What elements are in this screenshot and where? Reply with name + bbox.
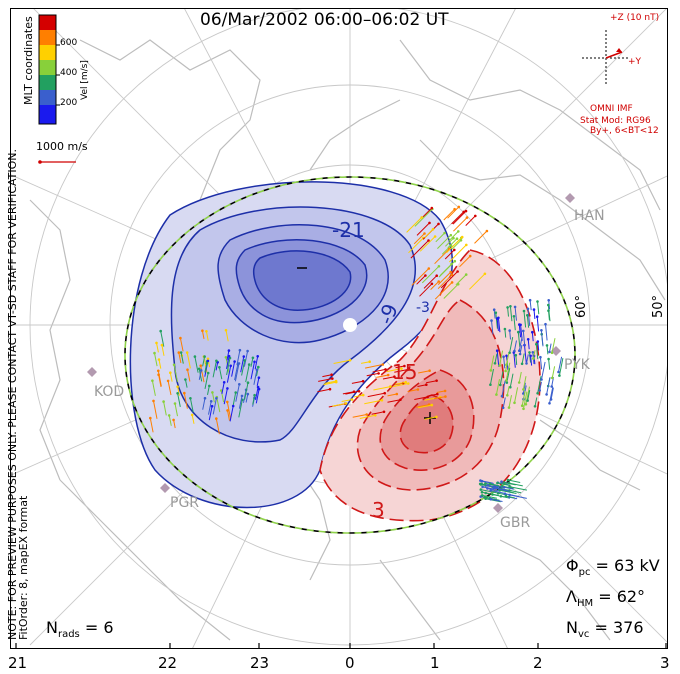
colorbar-tick-400: 400 bbox=[60, 68, 78, 78]
velocity-colorbar bbox=[38, 14, 60, 125]
vector-count: Nvc = 376 bbox=[566, 618, 644, 641]
colorbar-tick-600: 600 bbox=[60, 38, 78, 48]
contour-label-neg21: -21 bbox=[332, 218, 365, 242]
imf-condition: By+, 6<BT<12 bbox=[590, 126, 659, 136]
colorbar-tick-200: 200 bbox=[60, 98, 78, 108]
imf-clock-dial bbox=[582, 30, 630, 86]
colorbar-label: Vel [m/s] bbox=[80, 60, 90, 100]
latitude-label-60: 60° bbox=[574, 294, 589, 318]
contour-label-neg3: -3 bbox=[416, 300, 430, 316]
mlt-label-0: 0 bbox=[345, 654, 355, 672]
imf-source: OMNI IMF bbox=[590, 104, 633, 114]
dusk-cell bbox=[129, 181, 453, 509]
mlt-label-21: 21 bbox=[8, 654, 28, 672]
station-label-han: HAN bbox=[574, 208, 605, 224]
radar-count: Nrads = 6 bbox=[46, 618, 114, 641]
mlt-label-22: 22 bbox=[158, 654, 178, 672]
imf-y-label: +Y bbox=[628, 57, 642, 67]
contour-label-pos3: 3 bbox=[372, 498, 385, 522]
station-label-pgr: PGR bbox=[170, 495, 200, 511]
imf-z-label: +Z (10 nT) bbox=[610, 13, 660, 23]
velocity-vectors bbox=[149, 205, 564, 503]
plot-title: 06/Mar/2002 06:00–06:02 UT bbox=[200, 10, 449, 30]
cross-polar-potential: Φpc = 63 kV bbox=[566, 556, 660, 579]
mlt-label-3: 3 bbox=[660, 654, 670, 672]
mlt-label-23: 23 bbox=[250, 654, 270, 672]
station-label-kod: KOD bbox=[94, 384, 125, 400]
contour-label-pos15: 15 bbox=[392, 360, 418, 384]
station-label-pyk: PYK bbox=[564, 357, 590, 373]
scale-vector-label: 1000 m/s bbox=[36, 140, 88, 153]
dawn-cell bbox=[319, 249, 541, 522]
mlt-label-2: 2 bbox=[533, 654, 543, 672]
hm-latitude: ΛHM = 62° bbox=[566, 587, 646, 610]
pole-marker bbox=[343, 318, 357, 332]
mlt-coordinates-label: MLT coordinates bbox=[22, 16, 35, 105]
mlt-label-1: 1 bbox=[430, 654, 440, 672]
station-label-gbr: GBR bbox=[500, 515, 531, 531]
scale-vector bbox=[38, 160, 76, 164]
latitude-label-50: 50° bbox=[651, 294, 666, 318]
fit-order-note: FitOrder: 8, mapEX format bbox=[17, 495, 30, 640]
station-markers bbox=[87, 193, 575, 513]
plot-frame bbox=[10, 8, 668, 649]
imf-stat-mod: Stat Mod: RG96 bbox=[580, 116, 651, 126]
